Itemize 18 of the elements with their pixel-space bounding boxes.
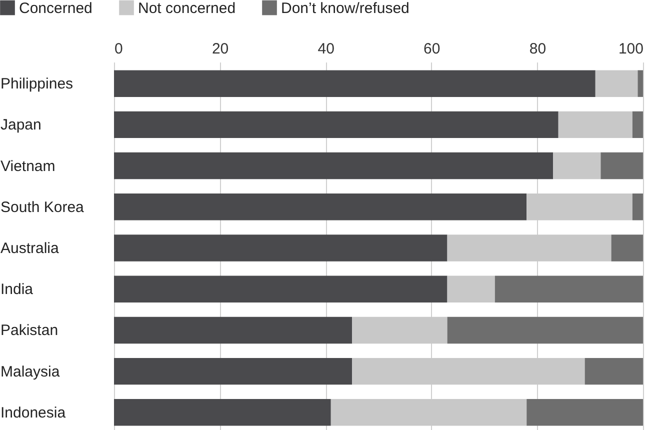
y-tick-label: Philippines [0, 76, 74, 93]
y-tick-label: Malaysia [0, 363, 60, 380]
y-tick-label: South Korea [0, 198, 85, 216]
x-tick-label: 100 [618, 40, 644, 58]
y-tick-label: Indonesia [0, 404, 66, 422]
legend-label: Don’t know/refused [281, 0, 410, 17]
y-tick-label: Vietnam [0, 158, 56, 175]
y-tick-label: Japan [0, 116, 42, 134]
y-tick-label: India [0, 281, 34, 298]
legend-label: Concerned [19, 0, 92, 17]
x-tick-label: 20 [212, 40, 229, 58]
y-tick-label: Australia [0, 240, 60, 257]
x-tick-label: 60 [424, 40, 440, 58]
x-tick-label: 0 [114, 40, 123, 58]
legend-label: Not concerned [138, 0, 236, 17]
x-tick-label: 40 [318, 40, 334, 58]
y-tick-label: Pakistan [0, 322, 58, 340]
x-tick-label: 80 [529, 40, 546, 58]
